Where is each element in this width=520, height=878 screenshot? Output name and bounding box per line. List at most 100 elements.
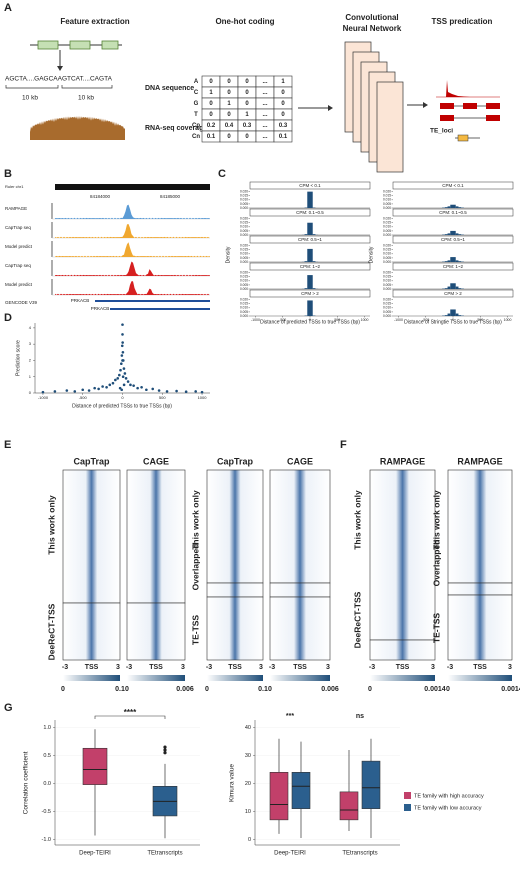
hist-bar: [310, 222, 313, 235]
point: [126, 380, 130, 383]
hist-bar: [307, 191, 310, 208]
axis-label: TSS: [149, 664, 163, 671]
heatmap-frame: [126, 602, 186, 661]
track-signal: [55, 281, 210, 295]
facet-label: CPM: 0.5~1: [298, 237, 322, 242]
facet-label: CPM < 0.1: [299, 183, 321, 188]
gene-label: PRKACB: [71, 298, 90, 303]
hist-bar: [307, 248, 310, 262]
coord: 84185000: [160, 194, 181, 199]
y-tick-label: 1.0: [43, 725, 51, 731]
group-label: DeeReCT-TSS: [46, 603, 56, 660]
point: [124, 377, 128, 380]
exon: [101, 40, 119, 50]
legend-label: TE family with low accuracy: [414, 805, 482, 811]
bracket: [94, 715, 166, 719]
y-tick-label: -1.0: [42, 837, 51, 843]
panel-label: A: [4, 2, 12, 14]
group-label: DeeReCT-TSS: [352, 591, 362, 648]
table-value: ...: [262, 90, 267, 96]
hist-bar: [310, 275, 313, 289]
y-tick-label: 0.020: [240, 270, 248, 274]
table-value: 0: [281, 112, 285, 118]
point: [120, 362, 123, 365]
table-value: 0: [209, 79, 213, 85]
y-tick-label: 0.015: [240, 194, 248, 198]
y-tick-label: 0.015: [383, 248, 391, 252]
x-tick-label: -500: [279, 318, 286, 322]
heatmap: [63, 470, 120, 603]
heatmap-frame: [269, 596, 331, 661]
y-tick-label: 0.000: [240, 233, 248, 237]
table-value: 0.2: [207, 123, 216, 129]
colorbar-label: 0: [125, 686, 129, 693]
axis-label: -3: [126, 664, 132, 671]
table-value: 1: [281, 79, 285, 85]
cnn-layer: [376, 81, 404, 173]
table-value: ...: [262, 134, 267, 140]
track-label: Model predict: [5, 282, 33, 287]
facet-strip: [392, 181, 514, 190]
axis-label: TSS: [228, 664, 242, 671]
point: [129, 383, 132, 387]
colorbar-label: 0.006: [321, 686, 339, 693]
x-tick-label: 1000: [198, 395, 208, 400]
y-tick-label: 0.010: [383, 198, 391, 202]
y-tick-label: 0.000: [240, 206, 248, 210]
table-value: 0: [227, 79, 231, 85]
heatmap-frame: [447, 594, 513, 661]
box: [339, 791, 359, 821]
y-tick-label: 0.020: [240, 189, 248, 193]
x-tick-label: TEtranscripts: [147, 851, 182, 857]
group-label: This work only: [190, 490, 200, 550]
facet-strip: [249, 181, 371, 190]
heatmap-frame: [369, 639, 436, 661]
panel-label: B: [4, 168, 12, 180]
legend-swatch: [404, 804, 411, 811]
track-label: RAMPAGE: [5, 206, 27, 211]
table-value: 0.3: [279, 123, 288, 129]
y-tick-label: 0.015: [383, 221, 391, 225]
x-tick-label: Deep-TEIRI: [274, 851, 306, 857]
y-axis-label: Correlation coefficient: [23, 751, 30, 814]
point: [121, 341, 124, 344]
hist-bar: [310, 248, 313, 262]
x-tick-label: 500: [477, 318, 483, 322]
colorbar: [370, 675, 435, 681]
y-tick-label: 20: [245, 781, 251, 787]
table-value: 0: [209, 101, 213, 107]
row-label: G: [194, 101, 199, 107]
y-tick-label: 0.010: [383, 279, 391, 283]
te-label: TE_loci: [430, 128, 453, 135]
heatmap: [207, 583, 263, 597]
hist-bar: [307, 222, 310, 235]
step-title: Convolutional: [345, 13, 398, 22]
facet-label: CPM: 0.1~0.5: [296, 210, 324, 215]
point: [184, 390, 188, 393]
colorbar-label: 0.0014: [501, 686, 520, 693]
y-tick-label: 0.000: [383, 287, 391, 291]
colorbar: [270, 675, 330, 681]
track-label: Model predict: [5, 244, 33, 249]
axis-label: 3: [116, 664, 120, 671]
point: [118, 386, 122, 390]
table-value: 0.1: [279, 134, 288, 140]
panel-label: E: [4, 439, 11, 451]
te-box: [457, 134, 469, 142]
y-tick-label: 2: [29, 358, 32, 363]
arrow-head: [328, 105, 333, 111]
dna-sequence: AGCTA....GAGCAAGTCAT....CAGTA: [5, 76, 113, 83]
outlier: [163, 745, 167, 749]
hist-bar: [447, 206, 451, 208]
hist-bar: [444, 288, 448, 289]
hist-bar: [453, 283, 456, 289]
significance: ns: [356, 713, 364, 720]
outlier: [163, 751, 167, 755]
box: [291, 772, 311, 809]
group-label: This work only: [431, 490, 441, 550]
hist-bar: [312, 288, 316, 289]
track-signal: [55, 223, 210, 238]
y-tick-label: 0.015: [383, 194, 391, 198]
facet-label: CPM > 2: [301, 291, 319, 296]
axis-label: 3: [259, 664, 263, 671]
